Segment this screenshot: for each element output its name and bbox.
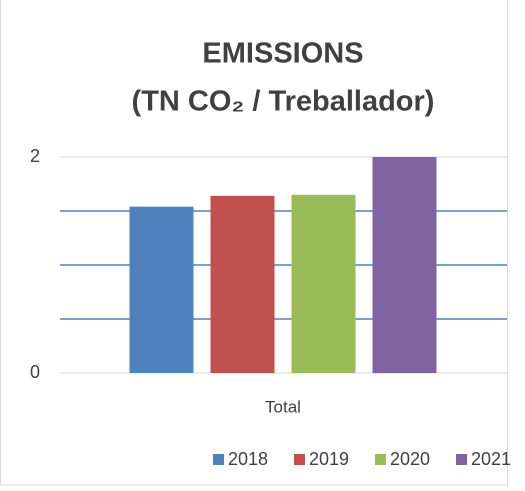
bar [372,157,437,373]
legend-label: 2019 [309,449,349,469]
y-tick-label: 0 [30,362,40,382]
legend-swatch [294,454,305,465]
chart-title: EMISSIONS [202,38,363,70]
legend-swatch [213,454,224,465]
bar [210,195,275,373]
legend-swatch [456,454,467,465]
legend-swatch [375,454,386,465]
bar [129,206,194,373]
y-tick-label: 2 [30,146,40,166]
bar [291,194,356,373]
chart-title: (TN CO₂ / Treballador) [132,86,435,118]
legend-label: 2021 [471,449,511,469]
x-tick-label: Total [265,397,301,416]
legend-label: 2020 [390,449,430,469]
legend-label: 2018 [228,449,268,469]
